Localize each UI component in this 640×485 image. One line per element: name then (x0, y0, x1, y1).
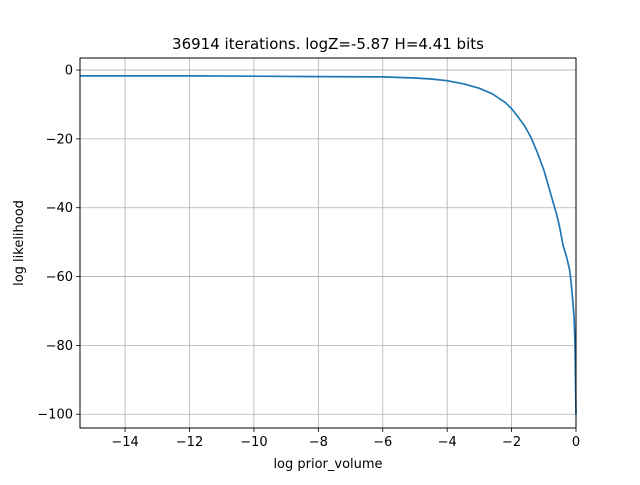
y-tick-label: −20 (46, 132, 73, 147)
y-axis-label: log likelihood (12, 200, 27, 286)
x-tick-label: −8 (309, 435, 328, 450)
x-tick-label: −10 (240, 435, 267, 450)
y-tick-label: −80 (46, 339, 73, 354)
y-tick-label: −60 (46, 270, 73, 285)
x-tick-label: −2 (502, 435, 521, 450)
plot-area (80, 75, 577, 415)
x-axis-label: log prior_volume (273, 457, 382, 472)
x-tick-label: −6 (373, 435, 392, 450)
y-tick-label: −100 (37, 408, 73, 423)
y-tick-label: −40 (46, 201, 73, 216)
x-tick-label: −4 (438, 435, 457, 450)
x-tick-label: −14 (111, 435, 138, 450)
chart-title: 36914 iterations. logZ=-5.87 H=4.41 bits (172, 35, 484, 53)
axes-frame (79, 57, 577, 429)
x-tick-label: −12 (176, 435, 203, 450)
y-tick-label: 0 (65, 64, 73, 79)
series-line (80, 75, 577, 415)
grid (80, 58, 577, 428)
x-tick-label: 0 (572, 435, 580, 450)
ticks: −14 −12 −10 −8 −6 −4 −2 00−20−40−60−80−100 (37, 64, 580, 450)
